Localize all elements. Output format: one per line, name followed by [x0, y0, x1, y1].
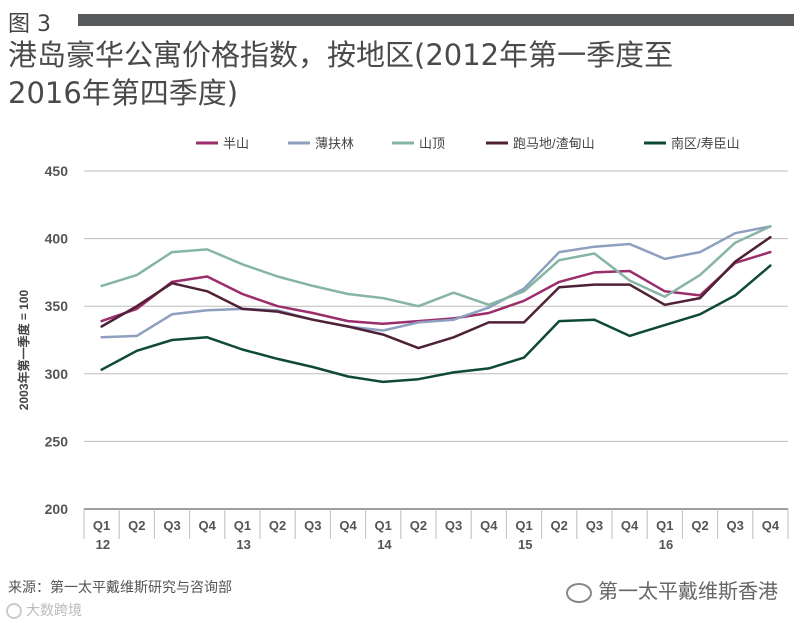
watermark-secondary-text: 大数跨境 [26, 603, 82, 619]
x-tick-label: Q1 [234, 518, 251, 533]
x-year-label: 13 [236, 537, 250, 552]
wechat-icon [566, 582, 592, 603]
chart-title-line-1: 港岛豪华公寓价格指数，按地区(2012年第一季度至 [8, 38, 674, 72]
x-tick-label: Q2 [269, 518, 286, 533]
legend-label: 半山 [223, 136, 249, 151]
x-tick-label: Q2 [691, 518, 708, 533]
figure-label: 图 3 [8, 12, 51, 37]
x-tick-label: Q4 [199, 518, 217, 533]
x-tick-label: Q4 [762, 518, 780, 533]
chart-title: 港岛豪华公寓价格指数，按地区(2012年第一季度至 2016年第四季度) [8, 36, 788, 112]
x-tick-label: Q4 [621, 518, 639, 533]
series-line [100, 225, 772, 308]
legend-label: 山顶 [419, 136, 445, 151]
series-line [100, 225, 772, 339]
y-tick-label: 450 [45, 163, 69, 179]
x-tick-label: Q1 [375, 518, 392, 533]
y-tick-label: 250 [45, 433, 69, 449]
y-axis-label: 2003年第一季度 = 100 [16, 289, 31, 410]
x-tick-label: Q3 [727, 518, 744, 533]
chart-title-line-2: 2016年第四季度) [8, 76, 239, 110]
x-tick-label: Q3 [586, 518, 603, 533]
series-line [100, 250, 772, 326]
legend-label: 南区/寿臣山 [671, 136, 740, 151]
watermark-secondary: 大数跨境 [6, 600, 82, 620]
y-tick-label: 350 [45, 298, 69, 314]
y-tick-label: 300 [45, 366, 69, 382]
y-tick-label: 400 [45, 231, 69, 247]
x-year-label: 15 [518, 537, 532, 552]
x-year-label: 14 [377, 537, 392, 552]
series-line [100, 235, 772, 350]
series-line [100, 264, 772, 384]
source-note: 来源：第一太平戴维斯研究与咨询部 [8, 580, 232, 596]
watermark-text: 第一太平戴维斯香港 [598, 579, 778, 603]
x-tick-label: Q1 [656, 518, 673, 533]
x-year-label: 12 [96, 537, 110, 552]
x-tick-label: Q1 [515, 518, 532, 533]
legend-label: 薄扶林 [315, 136, 354, 151]
x-tick-label: Q3 [163, 518, 180, 533]
x-tick-label: Q4 [480, 518, 498, 533]
x-tick-label: Q3 [304, 518, 321, 533]
line-chart: 200 250 300 350 400 450 Q1 12 Q2 Q3 Q4 Q1 13 Q2 Q3 Q4 Q1… [16, 136, 789, 552]
x-tick-label: Q2 [128, 518, 145, 533]
brand-icon [6, 603, 22, 619]
x-tick-label: Q3 [445, 518, 462, 533]
legend-label: 跑马地/渣甸山 [513, 136, 595, 151]
watermark: 第一太平戴维斯香港 [566, 575, 778, 604]
x-tick-label: Q4 [339, 518, 357, 533]
x-year-label: 16 [659, 537, 673, 552]
y-tick-label: 200 [45, 501, 69, 517]
x-tick-label: Q2 [551, 518, 568, 533]
x-tick-label: Q1 [93, 518, 110, 533]
x-tick-label: Q2 [410, 518, 427, 533]
header-bar [78, 14, 794, 26]
